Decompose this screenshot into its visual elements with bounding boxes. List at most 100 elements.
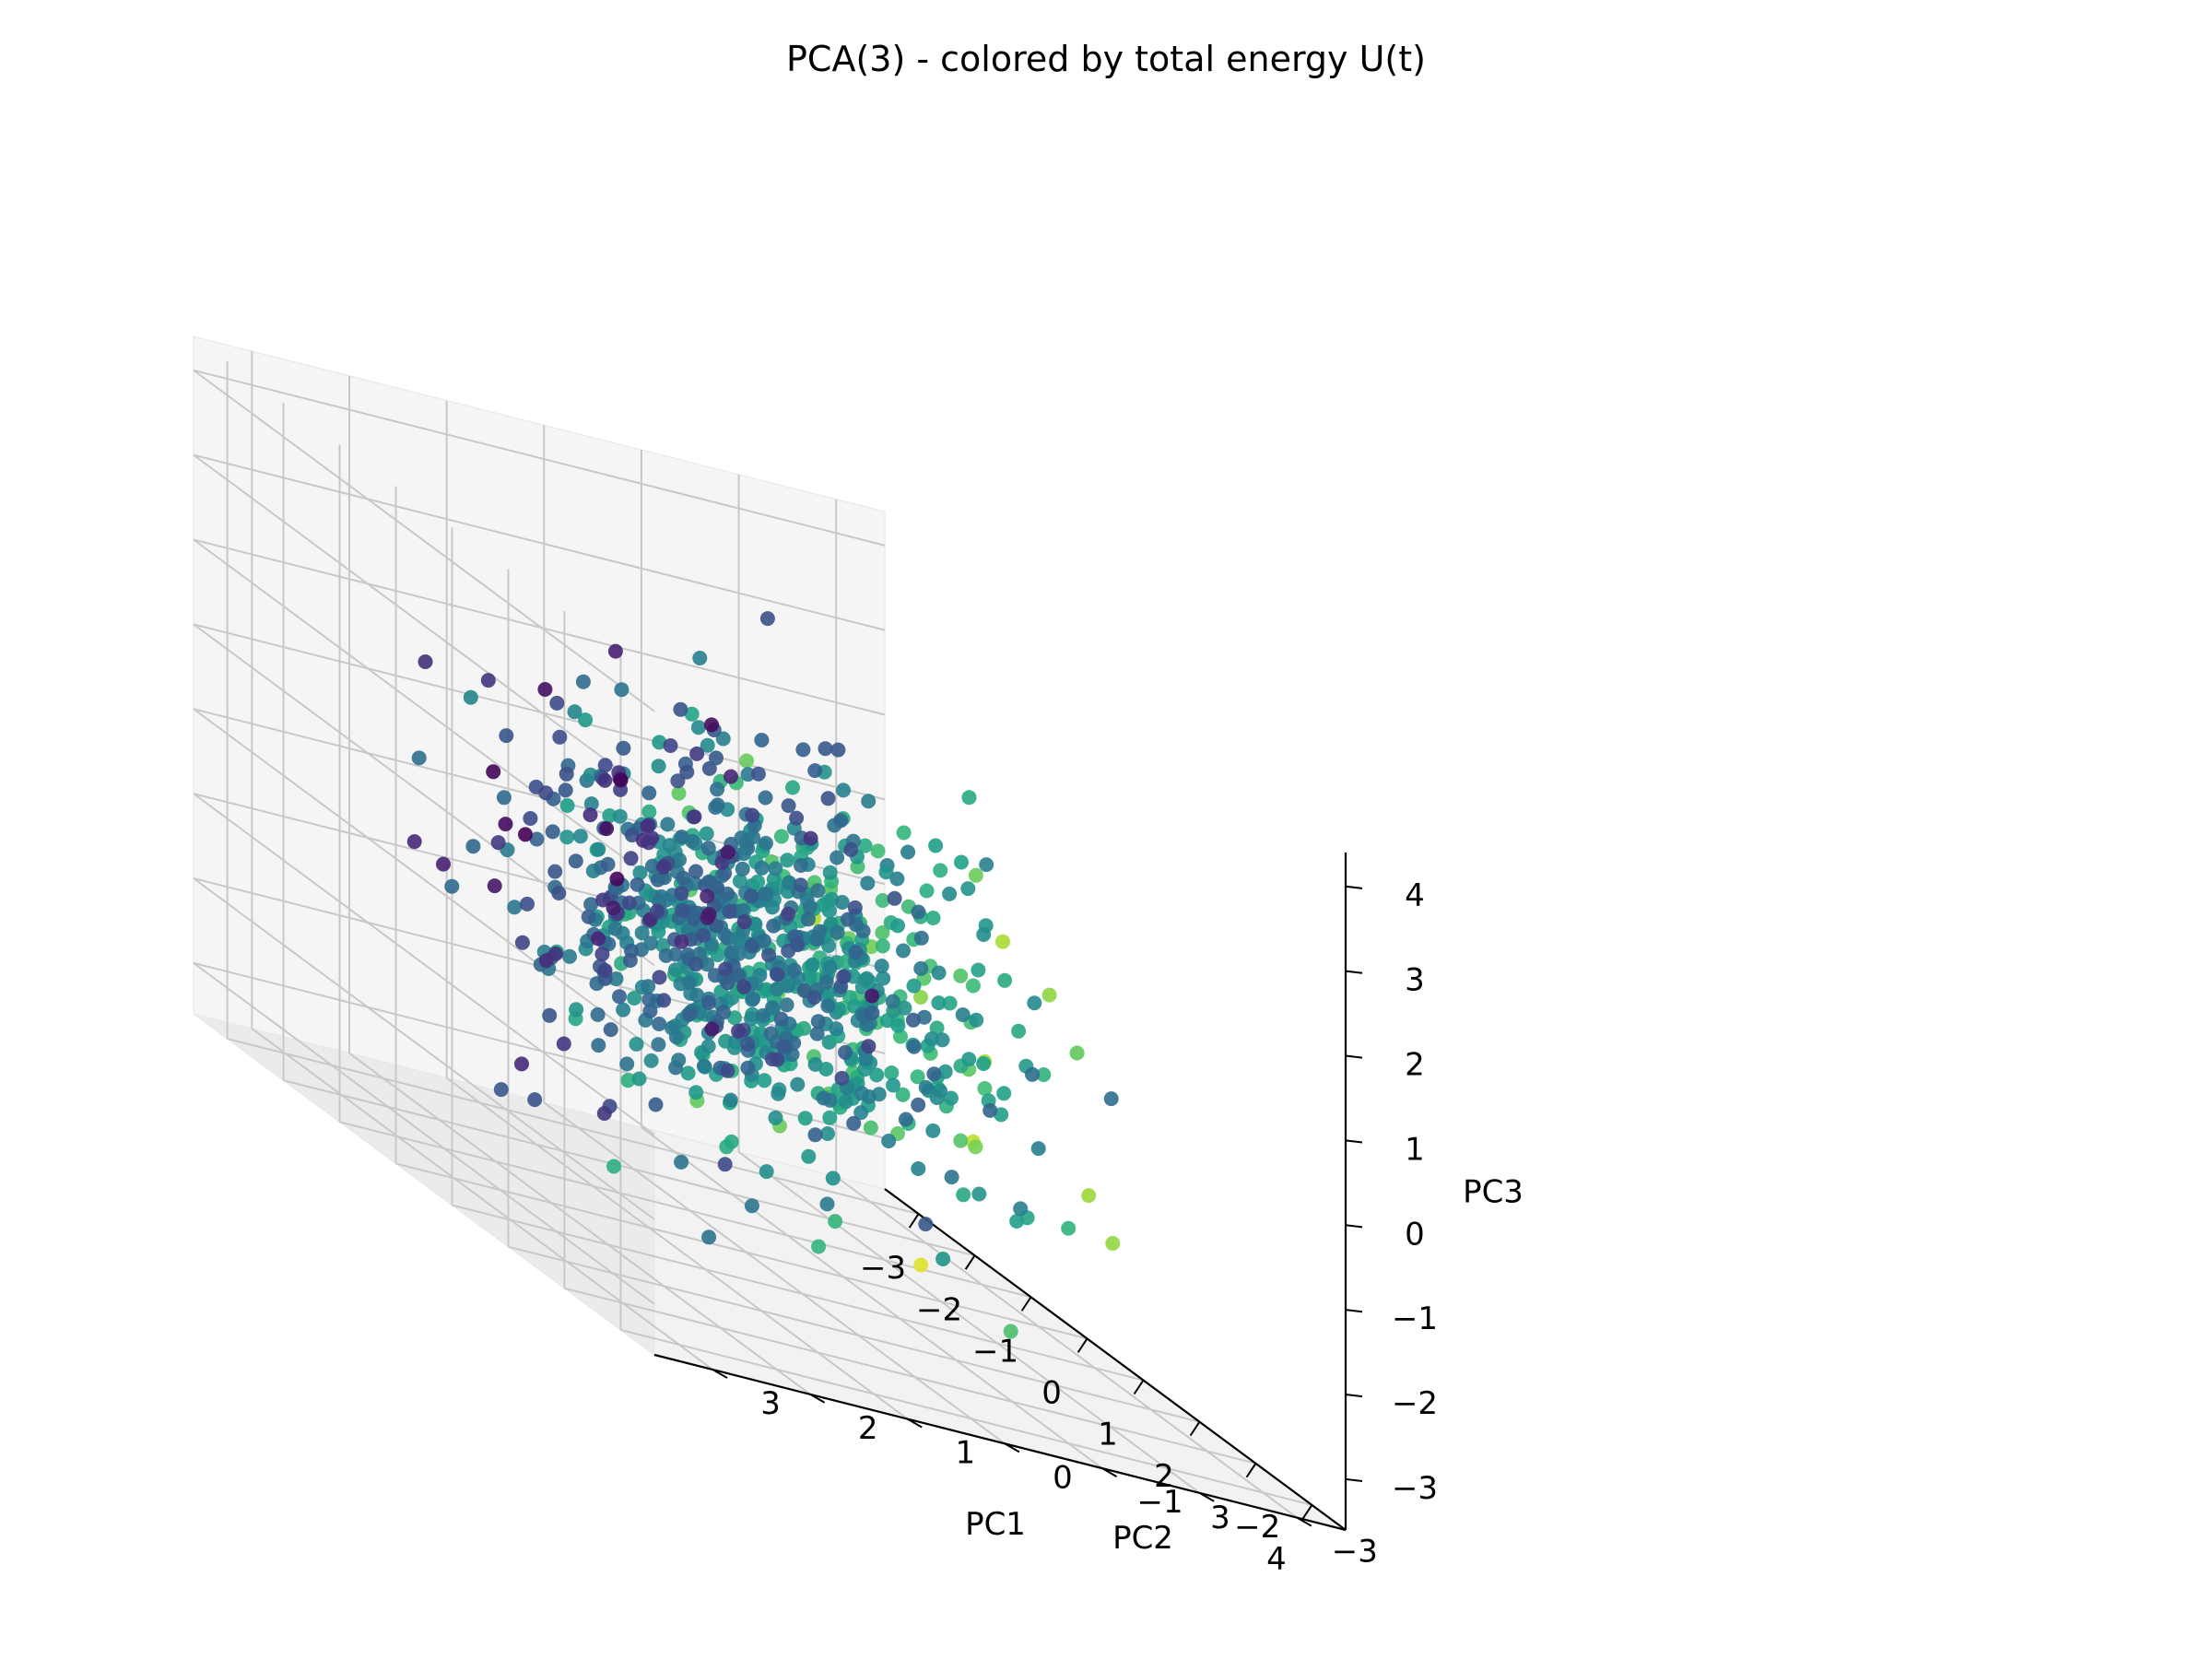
data-point bbox=[836, 969, 852, 984]
data-point bbox=[632, 865, 648, 880]
data-point bbox=[887, 890, 902, 906]
data-point bbox=[916, 1009, 932, 1025]
data-point bbox=[597, 962, 613, 978]
data-point bbox=[710, 782, 725, 797]
data-point bbox=[545, 824, 560, 840]
data-point bbox=[740, 1060, 756, 1076]
data-point bbox=[676, 870, 691, 886]
data-point bbox=[1103, 1091, 1119, 1107]
x-tick-label: −3 bbox=[860, 1250, 906, 1287]
data-point bbox=[807, 1127, 823, 1143]
data-point bbox=[913, 1257, 929, 1273]
tick-mark bbox=[1345, 1394, 1363, 1398]
data-point bbox=[818, 741, 833, 757]
data-point bbox=[924, 1031, 939, 1047]
y-tick-label: 0 bbox=[1053, 1459, 1073, 1496]
data-point bbox=[961, 1052, 977, 1067]
data-point bbox=[603, 1022, 618, 1038]
grid-line bbox=[193, 623, 655, 967]
data-point bbox=[878, 865, 894, 880]
data-point bbox=[810, 883, 826, 899]
data-point bbox=[493, 1082, 509, 1098]
data-point bbox=[607, 643, 623, 659]
data-point bbox=[776, 1039, 792, 1054]
data-point bbox=[724, 1134, 739, 1149]
data-point bbox=[723, 1092, 738, 1108]
data-point bbox=[652, 1017, 667, 1031]
data-point bbox=[486, 764, 501, 780]
data-point bbox=[800, 912, 816, 927]
data-point bbox=[411, 750, 427, 766]
data-point bbox=[731, 1023, 747, 1039]
axis-labels: PC1 PC2 PC3 bbox=[965, 1174, 1524, 1558]
data-point bbox=[418, 654, 433, 669]
data-point bbox=[831, 1002, 847, 1018]
data-point bbox=[696, 928, 712, 943]
data-point bbox=[965, 978, 981, 994]
data-point bbox=[1061, 1220, 1077, 1236]
z-tick-label: 2 bbox=[1405, 1047, 1425, 1084]
data-point bbox=[679, 764, 695, 780]
data-point bbox=[644, 830, 660, 846]
data-point bbox=[692, 651, 708, 665]
data-point bbox=[653, 888, 669, 904]
data-point bbox=[968, 867, 983, 883]
grid-line bbox=[283, 1079, 975, 1257]
grid-line bbox=[620, 1328, 1312, 1506]
data-point bbox=[758, 790, 773, 806]
data-point bbox=[929, 1020, 945, 1036]
data-point bbox=[750, 766, 766, 782]
data-point bbox=[812, 924, 828, 939]
data-point bbox=[696, 1058, 712, 1074]
data-point bbox=[996, 1086, 1012, 1101]
data-point bbox=[700, 888, 715, 904]
tick-mark bbox=[809, 1393, 826, 1404]
data-point bbox=[720, 844, 735, 860]
data-point bbox=[507, 900, 523, 915]
data-point bbox=[1041, 987, 1057, 1003]
grid-line bbox=[348, 1053, 811, 1395]
data-point bbox=[671, 785, 687, 801]
data-point bbox=[538, 785, 554, 801]
data-point bbox=[847, 900, 863, 915]
tick-mark bbox=[1004, 1442, 1020, 1453]
data-point bbox=[490, 835, 506, 851]
tick-mark bbox=[1345, 1139, 1363, 1144]
tick-mark bbox=[712, 1369, 728, 1379]
data-point bbox=[906, 1039, 922, 1054]
data-point bbox=[802, 900, 818, 915]
data-point bbox=[848, 945, 864, 960]
data-point bbox=[629, 877, 645, 892]
data-point bbox=[724, 769, 738, 784]
data-point bbox=[583, 796, 599, 812]
data-point bbox=[822, 1110, 838, 1125]
tick-mark bbox=[1345, 1309, 1363, 1313]
data-point bbox=[905, 1012, 921, 1028]
tick-mark bbox=[907, 1418, 923, 1429]
data-point bbox=[663, 738, 678, 753]
data-point bbox=[641, 785, 657, 801]
tick-mark bbox=[964, 1254, 976, 1270]
y-tick-label: 3 bbox=[760, 1385, 781, 1422]
data-point bbox=[744, 1198, 759, 1214]
grid-line bbox=[395, 1162, 1088, 1340]
data-point bbox=[569, 1002, 584, 1018]
data-point bbox=[825, 1171, 841, 1186]
data-point bbox=[704, 717, 719, 733]
data-point bbox=[781, 798, 796, 814]
grid-line bbox=[452, 1204, 1144, 1382]
data-point bbox=[759, 611, 775, 627]
data-point bbox=[830, 850, 845, 865]
tick-mark bbox=[1199, 1491, 1215, 1502]
tick-mark bbox=[908, 1213, 920, 1229]
data-point bbox=[549, 695, 565, 711]
data-point bbox=[897, 1000, 912, 1016]
grid-line bbox=[193, 369, 655, 712]
data-point bbox=[885, 994, 900, 1009]
data-point bbox=[591, 841, 606, 857]
data-point bbox=[1027, 995, 1042, 1011]
grid-line bbox=[251, 1028, 713, 1371]
data-point bbox=[861, 794, 877, 809]
data-point bbox=[670, 773, 686, 789]
data-point bbox=[583, 897, 599, 912]
